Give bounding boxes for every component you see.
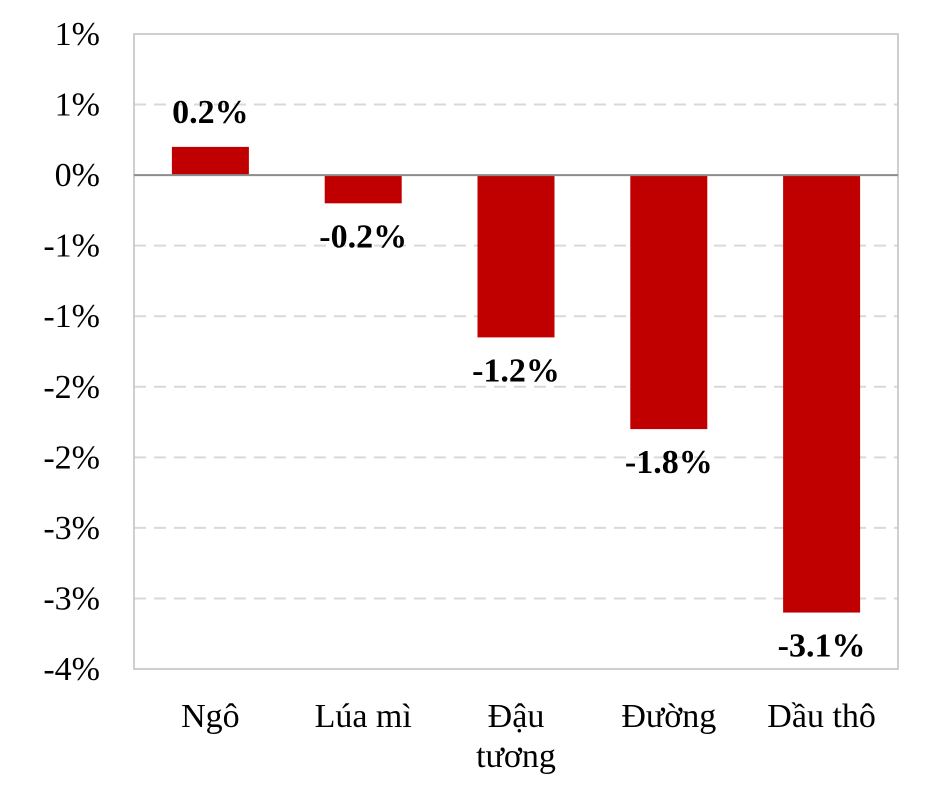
label-layer: 0.2% -0.2% -1.2% -1.8% -3.1% — [172, 94, 865, 665]
data-label: -1.2% — [472, 352, 560, 389]
y-tick-label: -1% — [43, 228, 100, 265]
bar — [324, 175, 402, 204]
y-tick-label: 0% — [55, 157, 100, 194]
axis-layer: 1% 1% 0% -1% -1% -2% -2% -3% -3% -4% Ngô Lúa mì Đậut… — [43, 16, 899, 775]
x-tick-label: Đậu — [488, 698, 545, 735]
x-tick-label: Ngô — [181, 698, 240, 735]
bar — [783, 175, 861, 613]
data-label: -3.1% — [778, 628, 866, 665]
data-label: -0.2% — [319, 218, 407, 255]
y-tick-label: -1% — [43, 298, 100, 335]
y-tick-label: -2% — [43, 439, 100, 476]
bar — [630, 175, 708, 430]
y-tick-label: -3% — [43, 580, 100, 617]
y-tick-label: 1% — [55, 16, 100, 53]
bar-layer — [171, 146, 861, 613]
x-tick-label: Dầu thô — [767, 698, 876, 735]
plot-frame — [133, 33, 899, 670]
x-tick-label: Lúa mì — [315, 698, 412, 735]
data-label: 0.2% — [172, 94, 249, 131]
y-tick-label: -3% — [43, 510, 100, 547]
y-tick-label: -2% — [43, 369, 100, 406]
data-label: -1.8% — [625, 444, 713, 481]
x-tick-label: tương — [476, 738, 556, 775]
bar — [477, 175, 555, 338]
y-tick-label: -4% — [43, 651, 100, 688]
x-tick-label: Đường — [621, 698, 716, 735]
y-tick-label: 1% — [55, 87, 100, 124]
bar — [171, 146, 249, 176]
